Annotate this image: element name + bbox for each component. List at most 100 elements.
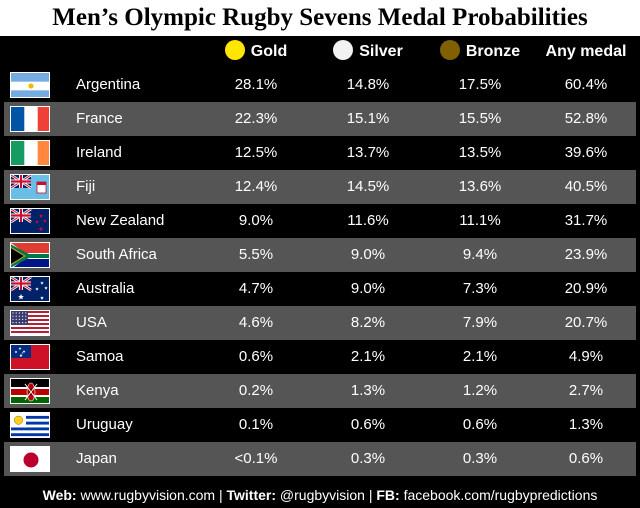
- any-probability: 2.7%: [568, 382, 604, 399]
- gold-probability: <0.1%: [234, 450, 278, 467]
- bronze-probability: 0.3%: [462, 450, 498, 467]
- team-name: Argentina: [76, 76, 141, 93]
- table-row: New Zealand 9.0% 11.6% 11.1% 31.7%: [4, 204, 636, 238]
- silver-probability: 8.2%: [350, 314, 386, 331]
- bronze-medal-icon: [439, 40, 460, 60]
- silver-probability: 13.7%: [346, 144, 390, 161]
- team-name: Samoa: [76, 348, 124, 365]
- fiji-flag-icon: [10, 174, 50, 200]
- team-name: Japan: [76, 450, 117, 467]
- any-probability: 0.6%: [568, 450, 604, 467]
- chart-title: Men’s Olympic Rugby Sevens Medal Probabi…: [0, 0, 640, 36]
- argentina-flag-icon: [10, 72, 50, 98]
- samoa-flag-icon: [10, 344, 50, 370]
- silver-probability: 2.1%: [350, 348, 386, 365]
- footer-separator: |: [368, 487, 373, 503]
- table-row: Australia 4.7% 9.0% 7.3% 20.9%: [4, 272, 636, 306]
- australia-flag-icon: [10, 276, 50, 302]
- kenya-flag-icon: [10, 378, 50, 404]
- team-name: New Zealand: [76, 212, 165, 229]
- header-gold: Gold: [200, 36, 312, 68]
- bronze-probability: 17.5%: [458, 76, 502, 93]
- any-probability: 31.7%: [564, 212, 608, 229]
- team-name: South Africa: [76, 246, 157, 263]
- team-name: Uruguay: [76, 416, 133, 433]
- gold-probability: 4.7%: [238, 280, 274, 297]
- bronze-probability: 7.9%: [462, 314, 498, 331]
- bronze-probability: 7.3%: [462, 280, 498, 297]
- any-probability: 40.5%: [564, 178, 608, 195]
- bronze-probability: 13.5%: [458, 144, 502, 161]
- gold-probability: 0.1%: [238, 416, 274, 433]
- header-bronze-label: Bronze: [465, 43, 521, 60]
- footer-fb-link[interactable]: facebook.com/rugbypredictions: [403, 487, 598, 503]
- team-name: USA: [76, 314, 107, 331]
- table-body: Argentina 28.1% 14.8% 17.5% 60.4% France 22.3%…: [4, 68, 636, 476]
- silver-probability: 14.8%: [346, 76, 390, 93]
- footer-fb-label: FB:: [376, 487, 400, 503]
- table-row: Uruguay 0.1% 0.6% 0.6% 1.3%: [4, 408, 636, 442]
- bronze-probability: 15.5%: [458, 110, 502, 127]
- footer: Web: www.rugbyvision.com | Twitter: @rug…: [0, 482, 640, 508]
- silver-probability: 0.3%: [350, 450, 386, 467]
- table-row: Ireland 12.5% 13.7% 13.5% 39.6%: [4, 136, 636, 170]
- header-silver: Silver: [312, 36, 424, 68]
- gold-probability: 4.6%: [238, 314, 274, 331]
- bronze-probability: 9.4%: [462, 246, 498, 263]
- bronze-probability: 2.1%: [462, 348, 498, 365]
- any-probability: 60.4%: [564, 76, 608, 93]
- footer-twitter-label: Twitter:: [226, 487, 277, 503]
- any-probability: 39.6%: [564, 144, 608, 161]
- gold-medal-icon: [224, 40, 245, 60]
- gold-probability: 5.5%: [238, 246, 274, 263]
- silver-probability: 9.0%: [350, 280, 386, 297]
- any-probability: 23.9%: [564, 246, 608, 263]
- table-row: Samoa 0.6% 2.1% 2.1% 4.9%: [4, 340, 636, 374]
- footer-web-label: Web:: [42, 487, 77, 503]
- bronze-probability: 11.1%: [459, 212, 501, 229]
- japan-flag-icon: [10, 446, 50, 472]
- gold-probability: 12.4%: [234, 178, 278, 195]
- team-name: Australia: [76, 280, 135, 297]
- silver-probability: 14.5%: [346, 178, 390, 195]
- medal-table: Gold Silver Bronze Any medal Argentina 28…: [4, 36, 636, 476]
- team-name: Kenya: [76, 382, 119, 399]
- header-gold-label: Gold: [250, 43, 288, 60]
- table-row: Argentina 28.1% 14.8% 17.5% 60.4%: [4, 68, 636, 102]
- silver-probability: 9.0%: [350, 246, 386, 263]
- table-row: France 22.3% 15.1% 15.5% 52.8%: [4, 102, 636, 136]
- gold-probability: 0.2%: [238, 382, 274, 399]
- team-name: Fiji: [76, 178, 96, 195]
- gold-probability: 22.3%: [234, 110, 278, 127]
- table-row: South Africa 5.5% 9.0% 9.4% 23.9%: [4, 238, 636, 272]
- gold-probability: 9.0%: [238, 212, 274, 229]
- new-zealand-flag-icon: [10, 208, 50, 234]
- usa-flag-icon: [10, 310, 50, 336]
- ireland-flag-icon: [10, 140, 50, 166]
- any-probability: 4.9%: [568, 348, 604, 365]
- gold-probability: 28.1%: [234, 76, 278, 93]
- silver-medal-icon: [333, 40, 354, 60]
- any-probability: 20.9%: [564, 280, 608, 297]
- header-silver-label: Silver: [359, 43, 403, 60]
- silver-probability: 0.6%: [350, 416, 386, 433]
- team-name: France: [76, 110, 123, 127]
- silver-probability: 11.6%: [347, 212, 389, 229]
- footer-separator: |: [218, 487, 223, 503]
- table-row: Fiji 12.4% 14.5% 13.6% 40.5%: [4, 170, 636, 204]
- footer-twitter-link[interactable]: @rugbyvision: [279, 487, 365, 503]
- silver-probability: 15.1%: [346, 110, 390, 127]
- header-bronze: Bronze: [424, 36, 536, 68]
- any-probability: 1.3%: [568, 416, 604, 433]
- table-header: Gold Silver Bronze Any medal: [4, 36, 636, 68]
- gold-probability: 0.6%: [238, 348, 274, 365]
- bronze-probability: 13.6%: [458, 178, 502, 195]
- any-probability: 52.8%: [564, 110, 608, 127]
- uruguay-flag-icon: [10, 412, 50, 438]
- silver-probability: 1.3%: [350, 382, 386, 399]
- france-flag-icon: [10, 106, 50, 132]
- bronze-probability: 1.2%: [462, 382, 498, 399]
- footer-web-link[interactable]: www.rugbyvision.com: [80, 487, 216, 503]
- table-row: USA 4.6% 8.2% 7.9% 20.7%: [4, 306, 636, 340]
